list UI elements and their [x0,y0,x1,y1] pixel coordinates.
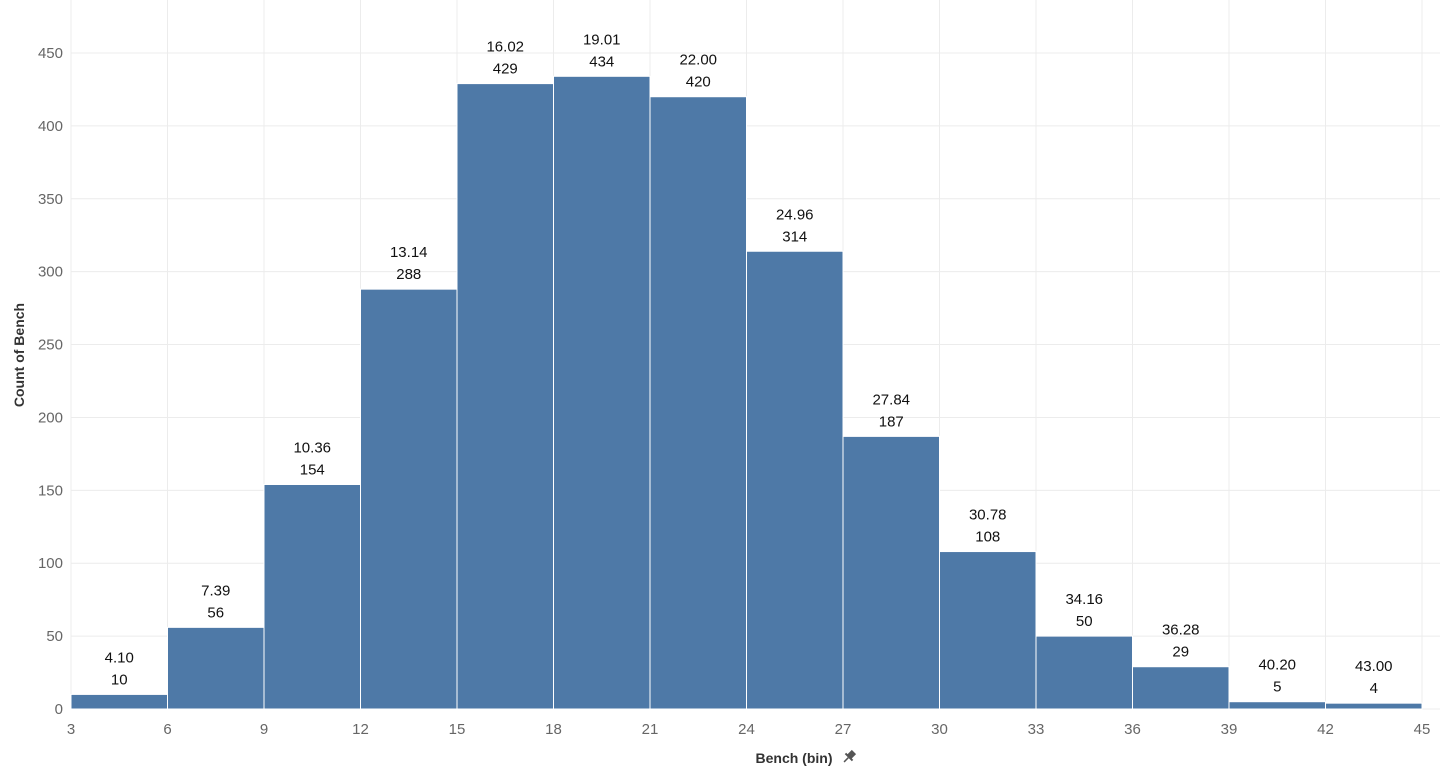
data-label-count: 420 [686,74,711,91]
data-label-count: 314 [782,228,807,245]
x-axis-title: Bench (bin) [756,750,833,766]
bar-30-33[interactable] [939,551,1037,710]
bar-18-21[interactable] [553,75,651,710]
bar-24-27[interactable] [746,250,844,710]
bar-12-15[interactable] [360,288,458,710]
x-tick-label: 39 [1221,721,1238,738]
y-tick-label: 100 [38,555,63,572]
data-label-average: 13.14 [390,244,428,261]
bar-27-30[interactable] [842,435,940,710]
data-label-average: 36.28 [1162,622,1200,639]
bars [70,75,1423,710]
x-tick-label: 15 [449,721,466,738]
data-label-average: 24.96 [776,206,814,223]
x-tick-label: 21 [642,721,659,738]
data-label-count: 29 [1172,644,1189,661]
data-label-average: 7.39 [201,582,230,599]
bar-3-6[interactable] [70,693,168,710]
data-label-average: 40.20 [1258,657,1296,674]
y-tick-label: 350 [38,191,63,208]
data-label-average: 16.02 [486,39,524,56]
data-label-count: 10 [111,671,128,688]
data-label-average: 43.00 [1355,658,1393,675]
data-label-count: 154 [300,461,325,478]
y-axis: 0 50 100 150 200 250 300 350 400 450 [38,45,63,718]
x-tick-label: 24 [738,721,755,738]
x-tick-label: 42 [1317,721,1334,738]
bar-21-24[interactable] [649,96,747,710]
data-label-count: 288 [396,266,421,283]
x-tick-label: 30 [931,721,948,738]
data-label-count: 429 [493,61,518,78]
data-label-count: 434 [589,53,614,70]
bar-36-39[interactable] [1132,666,1230,710]
y-tick-label: 0 [55,701,63,718]
data-label-count: 187 [879,413,904,430]
pin-icon[interactable] [841,749,858,766]
bar-39-42[interactable] [1228,701,1326,710]
data-label-count: 5 [1273,679,1281,696]
data-label-count: 50 [1076,613,1093,630]
x-tick-label: 33 [1028,721,1045,738]
data-label-count: 108 [975,529,1000,546]
x-tick-label: 12 [352,721,369,738]
y-tick-label: 250 [38,337,63,354]
x-tick-label: 36 [1124,721,1141,738]
y-tick-label: 150 [38,482,63,499]
data-label-count: 4 [1370,680,1378,697]
y-tick-label: 200 [38,409,63,426]
x-tick-label: 9 [260,721,268,738]
x-tick-label: 45 [1414,721,1431,738]
x-tick-label: 18 [545,721,562,738]
bar-33-36[interactable] [1035,635,1133,710]
data-label-average: 4.10 [105,649,134,666]
data-label-average: 30.78 [969,507,1007,524]
data-label-average: 19.01 [583,31,621,48]
data-label-average: 22.00 [679,52,717,69]
y-tick-label: 300 [38,264,63,281]
x-tick-label: 3 [67,721,75,738]
x-tick-label: 27 [835,721,852,738]
data-labels: 104.10567.3915410.3628813.1442916.024341… [105,31,1393,697]
bar-9-12[interactable] [263,483,361,710]
bar-42-45[interactable] [1325,702,1423,710]
data-label-average: 27.84 [872,391,910,408]
data-label-average: 10.36 [293,439,331,456]
y-tick-label: 50 [46,628,63,645]
x-axis: 3 6 9 12 15 18 21 24 27 30 33 36 39 42 45 [67,721,1431,738]
bar-6-9[interactable] [167,626,265,710]
y-tick-label: 400 [38,118,63,135]
x-axis-title-group[interactable]: Bench (bin) [756,749,858,766]
data-label-count: 56 [207,604,224,621]
x-tick-label: 6 [163,721,171,738]
data-label-average: 34.16 [1065,591,1103,608]
y-axis-title: Count of Bench [11,303,27,407]
bar-15-18[interactable] [456,83,554,710]
y-tick-label: 450 [38,45,63,62]
